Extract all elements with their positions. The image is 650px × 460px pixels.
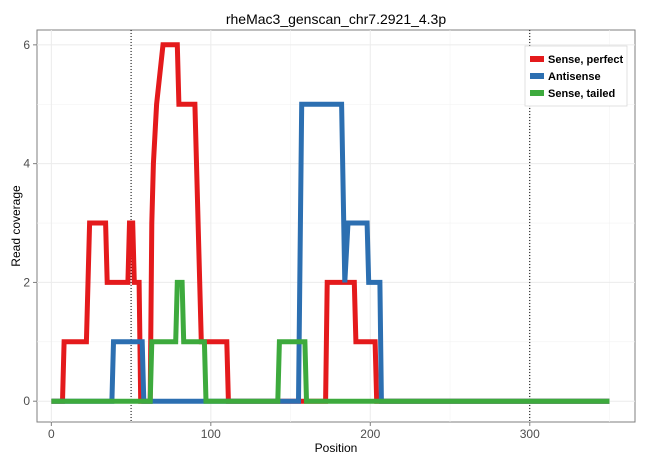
series-line <box>51 279 610 404</box>
y-tick-label: 4 <box>23 157 30 171</box>
chart-title: rheMac3_genscan_chr7.2921_4.3p <box>226 11 446 27</box>
y-tick-label: 0 <box>23 394 30 408</box>
series-line <box>51 101 610 404</box>
legend-swatch <box>530 56 544 62</box>
legend-entry: Sense, perfect <box>548 54 624 66</box>
x-tick-label: 100 <box>201 427 221 441</box>
x-axis-label: Position <box>315 441 358 455</box>
legend-entry: Sense, tailed <box>548 88 615 100</box>
legend: Sense, perfect Antisense Sense, tailed <box>524 45 628 107</box>
y-axis-label: Read coverage <box>9 185 23 267</box>
x-tick-label: 300 <box>520 427 540 441</box>
y-tick-label: 6 <box>23 38 30 52</box>
series-line <box>51 42 610 404</box>
legend-entry: Antisense <box>548 71 601 83</box>
x-tick-label: 200 <box>360 427 380 441</box>
y-tick-label: 2 <box>23 275 30 289</box>
legend-swatch <box>530 90 544 96</box>
x-tick-label: 0 <box>48 427 55 441</box>
legend-swatch <box>530 73 544 79</box>
